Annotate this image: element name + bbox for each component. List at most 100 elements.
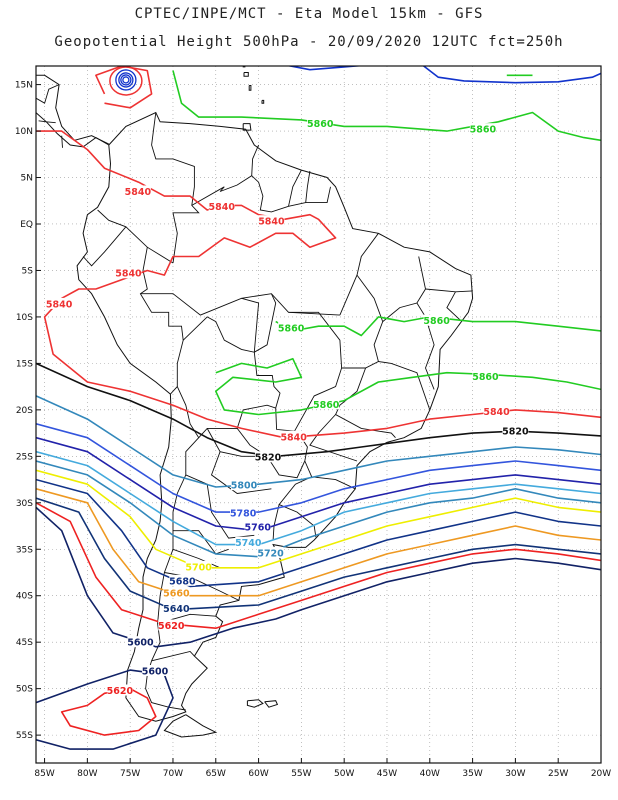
political-border — [339, 233, 379, 316]
political-border — [288, 169, 302, 207]
lat-tick-label: 5S — [22, 266, 34, 276]
contour-line-5800 — [36, 395, 601, 488]
lat-tick-label: 15S — [16, 359, 33, 369]
contour-line-top-blue — [422, 66, 601, 84]
lon-tick-label: 70W — [163, 769, 183, 779]
coastline — [242, 123, 252, 131]
contour-label-bg — [502, 425, 529, 437]
contour-label-bg — [254, 451, 281, 463]
contour-label-5840: 5840 — [125, 187, 152, 198]
contour-label-5860: 5860 — [313, 400, 340, 411]
contour-label-bg — [46, 297, 73, 309]
political-border — [173, 530, 229, 555]
contour-label-bg — [106, 684, 133, 696]
lon-tick-label: 85W — [34, 769, 54, 779]
lon-tick-label: 75W — [120, 769, 140, 779]
lat-tick-label: 30S — [16, 499, 33, 509]
contour-label-bg — [313, 398, 340, 410]
political-border — [139, 247, 184, 395]
political-border — [251, 144, 260, 176]
political-border — [82, 226, 127, 267]
axis-ticks: 15N 10N 5N EQ 5S 10S 15S 20S 25S 30S 35S 40S 45S 50S 5… — [15, 81, 611, 779]
coastline — [102, 52, 120, 59]
lon-tick-label: 50W — [334, 769, 354, 779]
political-border — [36, 84, 60, 104]
lon-tick-label: 20W — [591, 769, 611, 779]
contour-label-bg — [483, 405, 510, 417]
contour-label-5840: 5840 — [280, 432, 307, 443]
contour-label-5620: 5620 — [107, 686, 134, 697]
low-center-ring — [118, 72, 134, 88]
political-border — [151, 651, 195, 662]
contour-label-bg — [163, 602, 190, 614]
plot-background — [36, 66, 601, 763]
contour-line-5620 — [36, 502, 601, 629]
contour-label-bg — [469, 123, 496, 135]
lat-tick-label: 5N — [21, 174, 33, 184]
contour-label-5640: 5640 — [163, 604, 190, 615]
contour-label-bg — [115, 267, 142, 279]
contour-label-5600: 5600 — [142, 666, 169, 677]
contour-label-5780: 5780 — [230, 509, 257, 520]
contour-label-5860: 5860 — [472, 372, 499, 383]
contour-label-5820: 5820 — [255, 453, 282, 464]
contour-line-5740 — [36, 450, 601, 546]
lon-tick-label: 55W — [291, 769, 311, 779]
contour-label-5820: 5820 — [502, 427, 529, 438]
lat-tick-label: 25S — [16, 452, 33, 462]
political-border — [309, 414, 358, 462]
coastline — [134, 39, 186, 57]
low-center-outer-ring — [109, 66, 143, 96]
contour-line-5720 — [36, 460, 601, 558]
lat-tick-label: 15N — [15, 81, 33, 91]
lat-tick-label: 35S — [16, 545, 33, 555]
low-pressure-center — [109, 66, 143, 96]
contour-label-bg — [235, 536, 262, 548]
political-border — [182, 316, 281, 439]
lat-tick-label: 40S — [16, 592, 33, 602]
contour-label-5600: 5600 — [127, 638, 154, 649]
contour-line-5600 — [36, 506, 601, 648]
political-border — [241, 297, 260, 353]
coastline — [36, 111, 110, 148]
political-border — [378, 361, 431, 411]
contour-label-5840: 5840 — [258, 217, 285, 228]
contour-label-bg — [185, 560, 212, 572]
contour-label-bg — [158, 619, 185, 631]
lon-tick-label: 60W — [248, 769, 268, 779]
contour-label-5840: 5840 — [46, 299, 73, 310]
map-title-line-1: CPTEC/INPE/MCT - Eta Model 15km - GFS — [134, 6, 484, 22]
contour-label-5840: 5840 — [115, 269, 142, 280]
contour-label-5800: 5800 — [231, 481, 258, 492]
contour-label-5740: 5740 — [235, 538, 262, 549]
coastline — [246, 699, 264, 708]
political-border — [210, 451, 272, 494]
lon-tick-label: 65W — [206, 769, 226, 779]
low-center-ring — [115, 69, 137, 91]
contour-label-5840: 5840 — [209, 202, 236, 213]
contour-label-bg — [258, 215, 285, 227]
contour-label-bg — [124, 185, 151, 197]
political-border — [145, 386, 200, 711]
contour-line-5600 — [36, 669, 174, 750]
contour-label-5620: 5620 — [158, 621, 185, 632]
low-center-ring — [120, 74, 132, 86]
lon-tick-label: 30W — [505, 769, 525, 779]
map-title-line-2: Geopotential Height 500hPa - 20/09/2020 … — [54, 34, 564, 50]
contour-label-bg — [127, 636, 154, 648]
contour-label-5660: 5660 — [163, 588, 190, 599]
lon-tick-label: 80W — [77, 769, 97, 779]
contour-line-5840 — [95, 66, 153, 109]
contour-label-bg — [208, 200, 235, 212]
coastline — [163, 714, 218, 738]
lon-tick-label: 35W — [462, 769, 482, 779]
coastline — [197, 52, 211, 57]
contour-label-bg — [244, 520, 271, 532]
contour-label-5860: 5860 — [278, 324, 305, 335]
coastline — [45, 8, 131, 39]
contour-label-bg — [257, 546, 284, 558]
contour-line-5760 — [36, 436, 601, 532]
low-center-ring — [122, 76, 130, 84]
contour-label-bg — [278, 322, 305, 334]
